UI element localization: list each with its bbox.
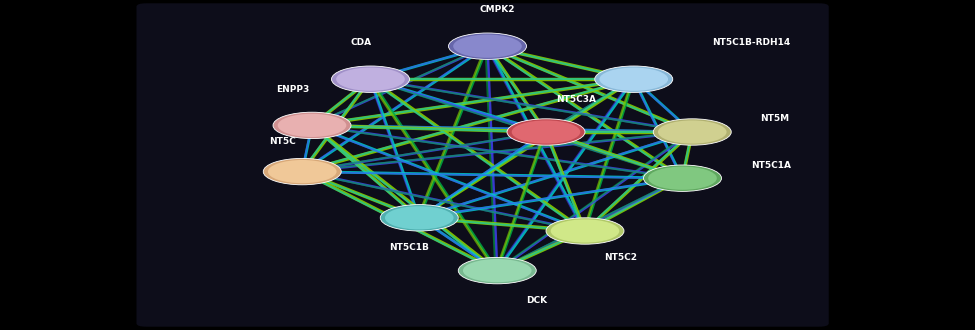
Text: NT5M: NT5M xyxy=(760,114,790,123)
FancyBboxPatch shape xyxy=(136,3,829,327)
Circle shape xyxy=(263,158,341,185)
Circle shape xyxy=(600,68,668,91)
Circle shape xyxy=(648,167,717,190)
Circle shape xyxy=(551,219,619,243)
Circle shape xyxy=(546,218,624,244)
Text: NT5C1B: NT5C1B xyxy=(390,243,429,252)
Circle shape xyxy=(273,112,351,139)
Text: NT5C: NT5C xyxy=(269,137,296,147)
Circle shape xyxy=(644,165,722,191)
Text: CDA: CDA xyxy=(350,38,371,48)
Circle shape xyxy=(507,119,585,145)
Circle shape xyxy=(332,66,409,92)
Text: NT5C3A: NT5C3A xyxy=(556,94,596,104)
Circle shape xyxy=(268,160,336,183)
Circle shape xyxy=(278,114,346,137)
Text: ENPP3: ENPP3 xyxy=(276,84,309,94)
Circle shape xyxy=(653,119,731,145)
Circle shape xyxy=(453,35,522,58)
Circle shape xyxy=(380,205,458,231)
Circle shape xyxy=(595,66,673,92)
Circle shape xyxy=(448,33,526,59)
Text: NT5C1B-RDH14: NT5C1B-RDH14 xyxy=(712,38,790,48)
Circle shape xyxy=(463,259,531,282)
Circle shape xyxy=(658,120,726,144)
Text: NT5C2: NT5C2 xyxy=(604,253,638,262)
Circle shape xyxy=(385,206,453,229)
Circle shape xyxy=(512,120,580,144)
Circle shape xyxy=(336,68,405,91)
Text: NT5C1A: NT5C1A xyxy=(751,160,791,170)
Circle shape xyxy=(458,257,536,284)
Text: DCK: DCK xyxy=(526,296,548,305)
Text: CMPK2: CMPK2 xyxy=(480,5,515,15)
